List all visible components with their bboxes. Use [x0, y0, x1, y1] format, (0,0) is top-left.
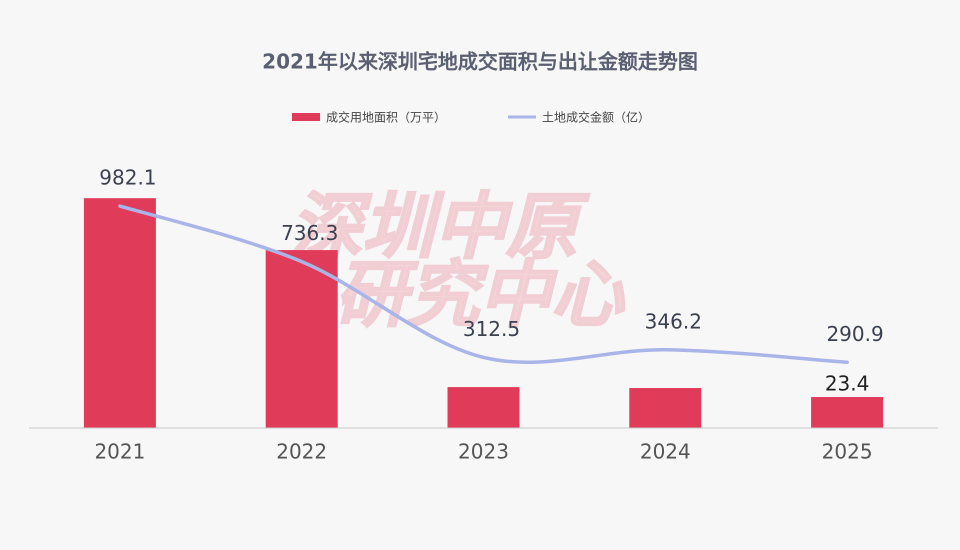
bar	[447, 387, 520, 428]
data-label: 312.5	[463, 317, 520, 341]
data-label: 290.9	[826, 322, 883, 346]
x-tick-label: 2025	[822, 440, 873, 464]
chart-title: 2021年以来深圳宅地成交面积与出让金额走势图	[262, 50, 698, 74]
watermark: 深圳中原 研究中心	[289, 184, 626, 338]
data-label: 346.2	[645, 309, 702, 333]
data-label: 23.4	[825, 372, 870, 396]
x-tick-label: 2024	[640, 440, 691, 464]
legend-swatch	[292, 113, 320, 121]
bar	[265, 250, 338, 428]
bar	[811, 397, 884, 428]
watermark-text: 研究中心	[335, 253, 625, 337]
bar	[629, 388, 702, 428]
legend-label: 土地成交金额（亿）	[542, 110, 650, 125]
x-tick-label: 2022	[276, 440, 327, 464]
data-label: 982.1	[99, 166, 156, 190]
line	[118, 204, 849, 365]
x-tick-label: 2023	[458, 440, 509, 464]
data-label: 736.3	[281, 221, 338, 245]
x-tick-label: 2021	[94, 440, 145, 464]
bar	[83, 198, 156, 428]
watermark-text: 深圳中原	[290, 185, 590, 269]
legend-label: 成交用地面积（万平）	[326, 110, 446, 125]
